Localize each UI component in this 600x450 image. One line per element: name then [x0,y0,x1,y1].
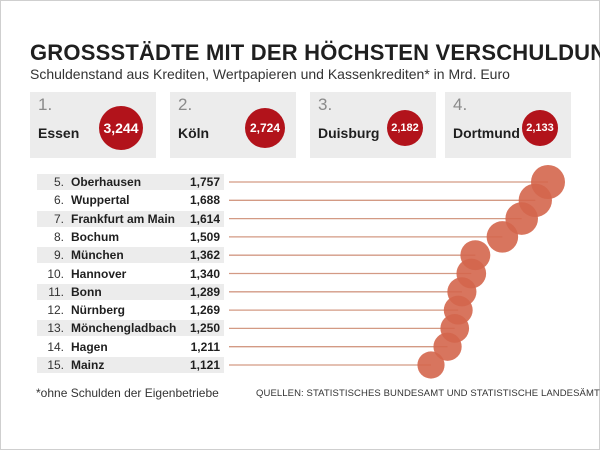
value-bubble: 2,182 [386,109,424,147]
row-rank: 15. [47,358,64,372]
row-city: Oberhausen [71,175,142,189]
card-rank: 4. [453,95,468,114]
top-city-card: 4. Dortmund 2,133 [445,92,571,158]
row-background [37,357,224,373]
row-city: Frankfurt am Main [71,211,176,226]
row-value: 1,340 [189,266,220,281]
value-bubble-mark [460,240,491,271]
row-value: 1,250 [189,321,220,336]
top-city-card: 3. Duisburg 2,182 [310,92,436,158]
row-city: Hagen [71,339,108,354]
row-city: Bochum [71,229,119,244]
source-note: QUELLEN: STATISTISCHES BUNDESAMT UND STA… [256,388,600,399]
row-rank: 8. [53,229,64,244]
value-bubble-mark [531,165,565,199]
row-rank: 7. [53,211,64,226]
row-rank: 13. [47,321,64,336]
row-city: München [71,248,124,263]
card-rank: 3. [318,95,333,114]
row-city: Bonn [71,284,102,299]
row-value: 1,688 [189,193,220,208]
value-bubble: 2,724 [244,107,286,149]
row-value: 1,362 [189,248,220,263]
card-rank: 2. [178,95,193,114]
value-bubble-mark [417,351,445,379]
value-bubble: 3,244 [99,106,143,150]
top-city-card: 2. Köln 2,724 [170,92,296,158]
card-rank: 1. [38,95,53,114]
row-city: Hannover [71,266,127,281]
row-background [37,210,224,227]
row-rank: 6. [53,193,64,208]
row-rank: 10. [47,266,64,281]
footnote: *ohne Schulden der Eigenbetriebe [36,386,219,400]
row-rank: 12. [47,303,64,318]
row-value: 1,509 [189,229,220,244]
row-background [37,283,224,300]
card-city: Köln [178,125,210,141]
row-value: 1,211 [190,339,220,354]
row-city: Nürnberg [71,303,125,318]
value-bubble: 2,133 [522,110,558,146]
row-value: 1,289 [189,284,220,299]
row-city: Mainz [71,358,105,372]
row-value: 1,614 [189,211,220,226]
chart-subtitle: Schuldenstand aus Krediten, Wertpapieren… [30,66,510,82]
row-rank: 14. [47,339,64,354]
row-value: 1,121 [189,358,220,372]
chart-title: GROSSSTÄDTE MIT DER HÖCHSTEN VERSCHULDUN… [30,40,600,65]
row-rank: 5. [53,175,64,189]
row-background [37,174,224,190]
row-rank: 11. [48,284,64,299]
card-city: Essen [38,125,80,141]
row-value: 1,269 [189,303,220,318]
top-city-card: 1. Essen 3,244 [30,92,156,158]
card-city: Dortmund [453,125,520,141]
row-background [37,320,224,337]
row-city: Wuppertal [71,193,130,208]
row-city: Mönchengladbach [71,321,177,336]
row-value: 1,757 [189,175,220,189]
card-city: Duisburg [318,125,380,141]
row-rank: 9. [53,248,64,263]
row-background [37,247,224,264]
